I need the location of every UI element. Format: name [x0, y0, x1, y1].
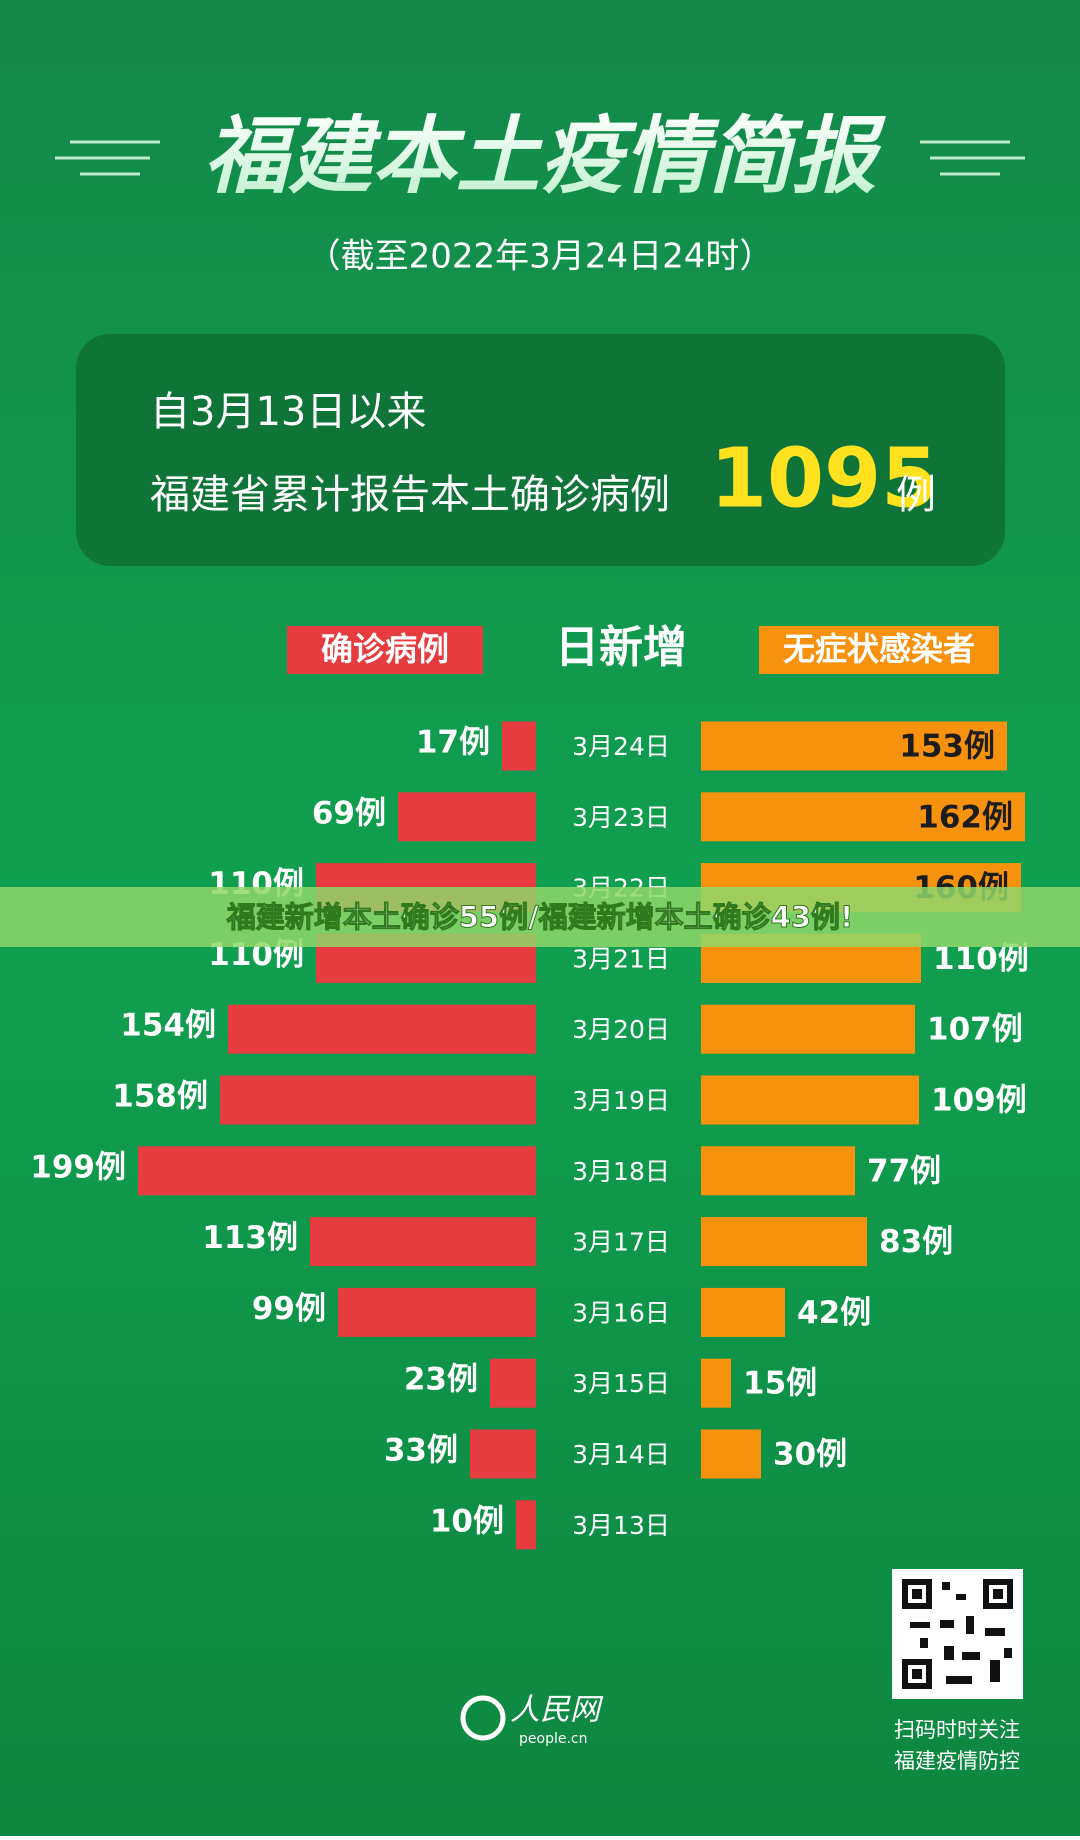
bar: [470, 1429, 536, 1479]
category-label: 3月20日: [572, 1015, 670, 1044]
bar: [490, 1358, 536, 1408]
logo-sub: people.cn: [519, 1731, 587, 1747]
right-header: 无症状感染者: [783, 630, 975, 668]
bar: [701, 1358, 731, 1408]
value-label: 109例: [931, 1083, 1027, 1119]
value-label: 162例: [917, 799, 1013, 835]
category-label: 3月15日: [572, 1369, 670, 1398]
bar: [228, 1004, 536, 1054]
bar: [502, 721, 536, 771]
qr-pattern: [902, 1579, 1013, 1689]
value-label: 113例: [202, 1220, 298, 1256]
value-label: 30例: [773, 1437, 847, 1473]
value-label: 199例: [30, 1149, 126, 1185]
left-header-box: [287, 626, 483, 674]
bar: [701, 792, 1025, 842]
summary-unit: 例: [896, 472, 936, 518]
bar: [220, 1075, 536, 1125]
category-label: 3月24日: [572, 732, 670, 761]
value-label: 10例: [430, 1503, 504, 1539]
bar: [398, 792, 536, 842]
value-label: 77例: [867, 1153, 941, 1189]
summary-total: 1095: [710, 431, 938, 526]
summary-line1: 自3月13日以来: [150, 389, 426, 435]
bar: [701, 1146, 855, 1196]
bar: [138, 1146, 536, 1196]
category-label: 3月19日: [572, 1086, 670, 1115]
right-header-box: [759, 626, 999, 674]
value-label: 17例: [416, 725, 490, 761]
category-label: 3月18日: [572, 1157, 670, 1186]
title: 福建本土疫情简报: [204, 107, 886, 205]
bar: [701, 1429, 761, 1479]
value-label: 153例: [899, 729, 995, 765]
value-label: 99例: [252, 1291, 326, 1327]
value-label: 154例: [120, 1008, 216, 1044]
summary-box: [76, 334, 1005, 566]
banner-text: 福建新增本土确诊55例/福建新增本土确诊43例!: [226, 900, 854, 934]
bar: [701, 1004, 915, 1054]
bar: [516, 1500, 536, 1550]
subtitle: （截至2022年3月24日24时）: [307, 237, 774, 277]
banner-bg: [0, 887, 1080, 947]
bar: [701, 1217, 867, 1267]
category-label: 3月23日: [572, 803, 670, 832]
category-label: 3月13日: [572, 1511, 670, 1540]
value-label: 33例: [384, 1433, 458, 1469]
category-label: 3月17日: [572, 1228, 670, 1257]
value-label: 15例: [743, 1366, 817, 1402]
left-header: 确诊病例: [321, 630, 449, 668]
value-label: 23例: [404, 1362, 478, 1398]
bar: [338, 1287, 536, 1337]
title-decoration: [55, 140, 1025, 176]
bar: [701, 1287, 785, 1337]
category-label: 3月16日: [572, 1298, 670, 1327]
value-label: 69例: [312, 795, 386, 831]
qr-caption-2: 福建疫情防控: [894, 1749, 1020, 1773]
value-label: 83例: [879, 1224, 953, 1260]
value-label: 107例: [927, 1012, 1023, 1048]
category-label: 3月21日: [572, 944, 670, 973]
logo: 人民网 people.cn: [460, 1693, 604, 1747]
bar: [310, 1217, 536, 1267]
value-label: 42例: [797, 1295, 871, 1331]
logo-text: 人民网: [510, 1693, 604, 1728]
center-header: 日新增: [555, 622, 687, 673]
summary-line2: 福建省累计报告本土确诊病例: [150, 472, 670, 518]
value-label: 158例: [112, 1079, 208, 1115]
qr-caption-1: 扫码时时关注: [894, 1718, 1020, 1742]
bar: [701, 721, 1007, 771]
bar: [701, 1075, 919, 1125]
category-label: 3月14日: [572, 1440, 670, 1469]
